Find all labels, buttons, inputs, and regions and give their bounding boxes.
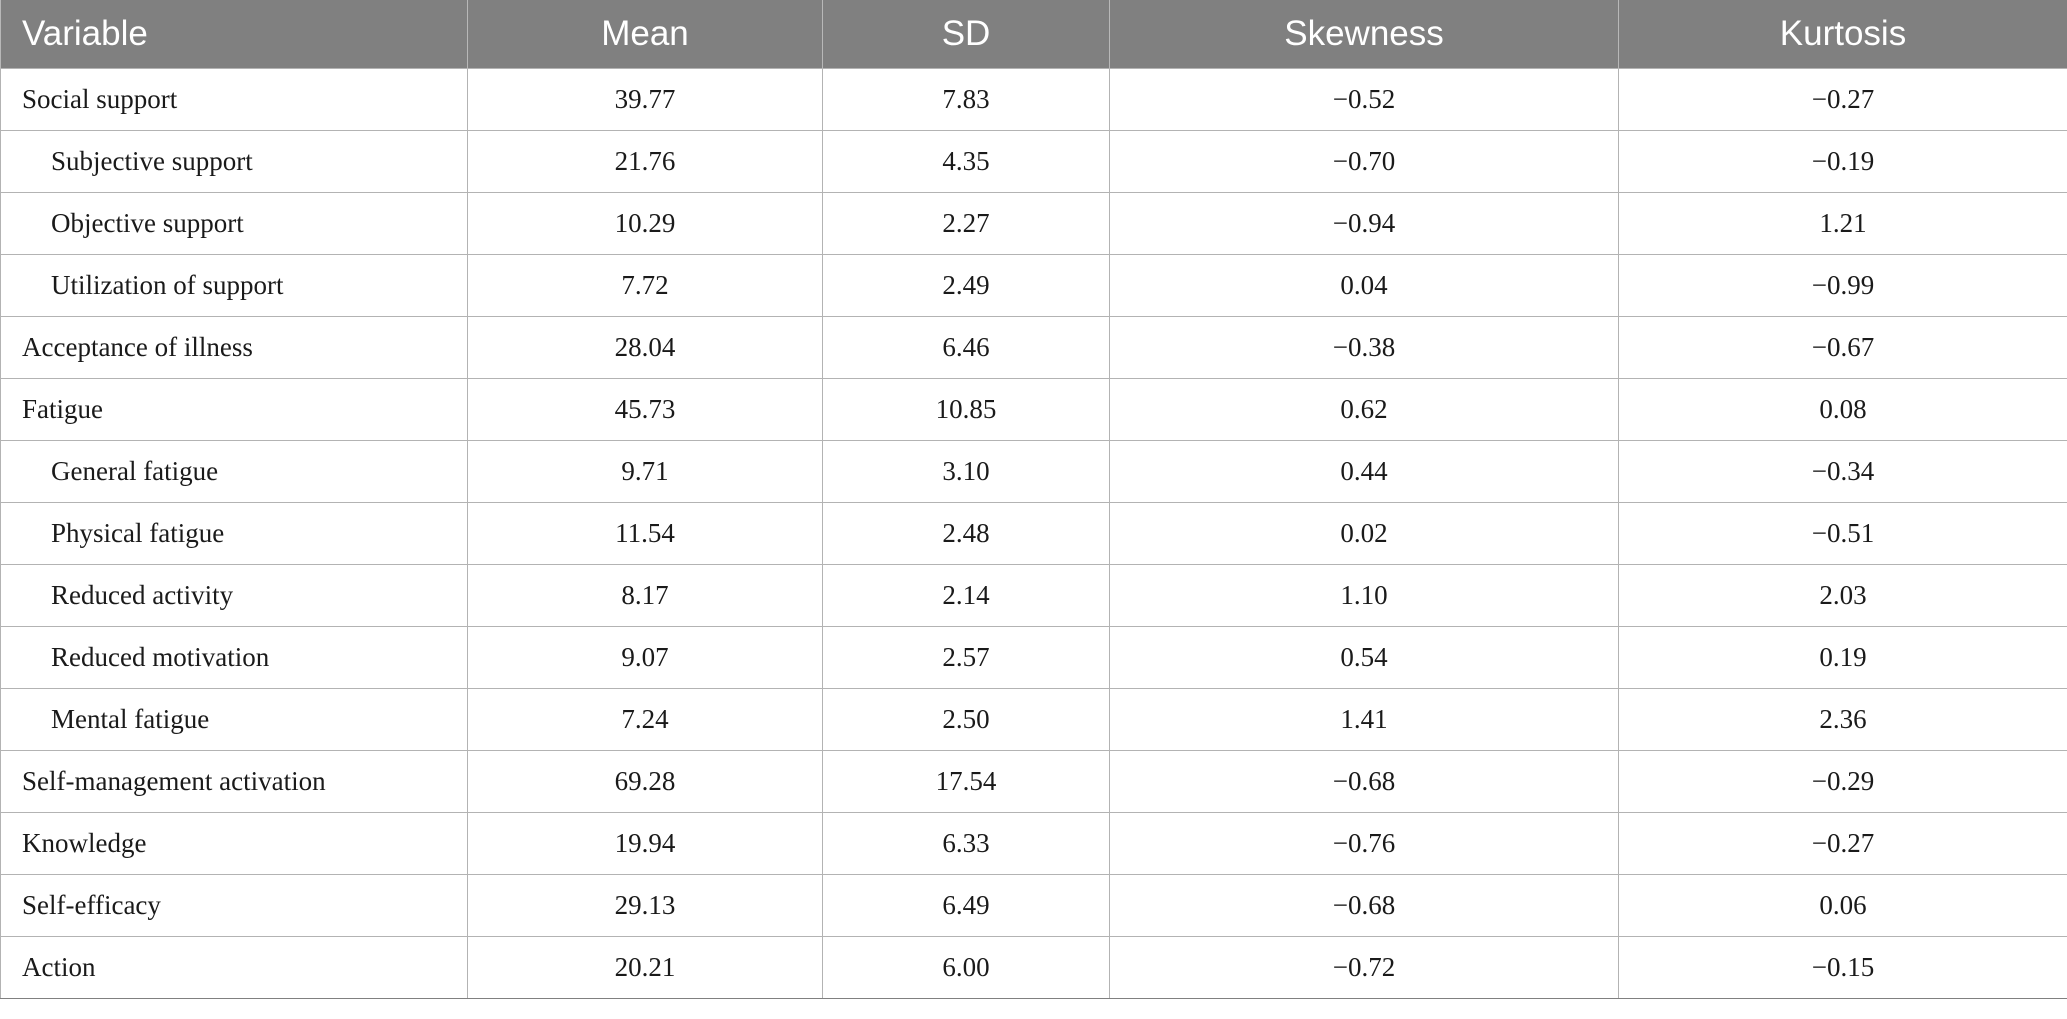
sd-cell: 6.49 bbox=[822, 874, 1110, 937]
variable-cell: Knowledge bbox=[0, 812, 468, 875]
table-row: Mental fatigue 7.24 2.50 1.41 2.36 bbox=[0, 688, 2067, 751]
table-row: Physical fatigue 11.54 2.48 0.02 −0.51 bbox=[0, 502, 2067, 565]
kurtosis-cell: −0.27 bbox=[1618, 812, 2067, 875]
sd-cell: 2.27 bbox=[822, 192, 1110, 255]
kurtosis-cell: 0.19 bbox=[1618, 626, 2067, 689]
table-row: Objective support 10.29 2.27 −0.94 1.21 bbox=[0, 192, 2067, 255]
kurtosis-cell: −0.27 bbox=[1618, 68, 2067, 131]
variable-cell: Action bbox=[0, 936, 468, 999]
table-row: Knowledge 19.94 6.33 −0.76 −0.27 bbox=[0, 812, 2067, 875]
kurtosis-cell: −0.51 bbox=[1618, 502, 2067, 565]
mean-cell: 10.29 bbox=[467, 192, 823, 255]
table-body: Social support 39.77 7.83 −0.52 −0.27 Subject… bbox=[0, 68, 2067, 999]
skewness-cell: 0.62 bbox=[1109, 378, 1619, 441]
column-header-mean: Mean bbox=[467, 0, 823, 69]
sd-cell: 2.49 bbox=[822, 254, 1110, 317]
skewness-cell: −0.68 bbox=[1109, 750, 1619, 813]
mean-cell: 8.17 bbox=[467, 564, 823, 627]
table-row: Acceptance of illness 28.04 6.46 −0.38 −0.67 bbox=[0, 316, 2067, 379]
skewness-cell: −0.70 bbox=[1109, 130, 1619, 193]
skewness-cell: −0.72 bbox=[1109, 936, 1619, 999]
mean-cell: 29.13 bbox=[467, 874, 823, 937]
variable-cell: Self-management activation bbox=[0, 750, 468, 813]
skewness-cell: 0.02 bbox=[1109, 502, 1619, 565]
skewness-cell: 0.04 bbox=[1109, 254, 1619, 317]
kurtosis-cell: −0.67 bbox=[1618, 316, 2067, 379]
kurtosis-cell: −0.34 bbox=[1618, 440, 2067, 503]
skewness-cell: 1.41 bbox=[1109, 688, 1619, 751]
sd-cell: 2.14 bbox=[822, 564, 1110, 627]
kurtosis-cell: 1.21 bbox=[1618, 192, 2067, 255]
table-row: General fatigue 9.71 3.10 0.44 −0.34 bbox=[0, 440, 2067, 503]
mean-cell: 45.73 bbox=[467, 378, 823, 441]
variable-cell: Physical fatigue bbox=[0, 502, 468, 565]
skewness-cell: 0.54 bbox=[1109, 626, 1619, 689]
table-row: Utilization of support 7.72 2.49 0.04 −0.99 bbox=[0, 254, 2067, 317]
mean-cell: 9.07 bbox=[467, 626, 823, 689]
sd-cell: 4.35 bbox=[822, 130, 1110, 193]
mean-cell: 7.72 bbox=[467, 254, 823, 317]
sd-cell: 3.10 bbox=[822, 440, 1110, 503]
sd-cell: 2.50 bbox=[822, 688, 1110, 751]
variable-cell: Acceptance of illness bbox=[0, 316, 468, 379]
table-row: Reduced motivation 9.07 2.57 0.54 0.19 bbox=[0, 626, 2067, 689]
table-row: Self-efficacy 29.13 6.49 −0.68 0.06 bbox=[0, 874, 2067, 937]
kurtosis-cell: −0.19 bbox=[1618, 130, 2067, 193]
table-row: Fatigue 45.73 10.85 0.62 0.08 bbox=[0, 378, 2067, 441]
table-row: Action 20.21 6.00 −0.72 −0.15 bbox=[0, 936, 2067, 999]
skewness-cell: 1.10 bbox=[1109, 564, 1619, 627]
variable-cell: Utilization of support bbox=[0, 254, 468, 317]
kurtosis-cell: −0.29 bbox=[1618, 750, 2067, 813]
skewness-cell: −0.94 bbox=[1109, 192, 1619, 255]
table-header: Variable Mean SD Skewness Kurtosis bbox=[0, 0, 2067, 69]
variable-cell: Subjective support bbox=[0, 130, 468, 193]
kurtosis-cell: 2.03 bbox=[1618, 564, 2067, 627]
mean-cell: 21.76 bbox=[467, 130, 823, 193]
sd-cell: 2.57 bbox=[822, 626, 1110, 689]
variable-cell: Mental fatigue bbox=[0, 688, 468, 751]
skewness-cell: 0.44 bbox=[1109, 440, 1619, 503]
sd-cell: 17.54 bbox=[822, 750, 1110, 813]
column-header-sd: SD bbox=[822, 0, 1110, 69]
mean-cell: 7.24 bbox=[467, 688, 823, 751]
sd-cell: 7.83 bbox=[822, 68, 1110, 131]
mean-cell: 20.21 bbox=[467, 936, 823, 999]
column-header-skewness: Skewness bbox=[1109, 0, 1619, 69]
mean-cell: 11.54 bbox=[467, 502, 823, 565]
sd-cell: 6.33 bbox=[822, 812, 1110, 875]
table-row: Reduced activity 8.17 2.14 1.10 2.03 bbox=[0, 564, 2067, 627]
kurtosis-cell: 2.36 bbox=[1618, 688, 2067, 751]
variable-cell: Social support bbox=[0, 68, 468, 131]
kurtosis-cell: −0.99 bbox=[1618, 254, 2067, 317]
kurtosis-cell: 0.06 bbox=[1618, 874, 2067, 937]
sd-cell: 6.46 bbox=[822, 316, 1110, 379]
table-row: Social support 39.77 7.83 −0.52 −0.27 bbox=[0, 68, 2067, 131]
table-row: Subjective support 21.76 4.35 −0.70 −0.19 bbox=[0, 130, 2067, 193]
mean-cell: 69.28 bbox=[467, 750, 823, 813]
header-row: Variable Mean SD Skewness Kurtosis bbox=[0, 0, 2067, 69]
variable-cell: Reduced motivation bbox=[0, 626, 468, 689]
kurtosis-cell: −0.15 bbox=[1618, 936, 2067, 999]
column-header-variable: Variable bbox=[0, 0, 468, 69]
sd-cell: 6.00 bbox=[822, 936, 1110, 999]
mean-cell: 9.71 bbox=[467, 440, 823, 503]
column-header-kurtosis: Kurtosis bbox=[1618, 0, 2067, 69]
mean-cell: 39.77 bbox=[467, 68, 823, 131]
mean-cell: 28.04 bbox=[467, 316, 823, 379]
skewness-cell: −0.52 bbox=[1109, 68, 1619, 131]
variable-cell: Objective support bbox=[0, 192, 468, 255]
sd-cell: 2.48 bbox=[822, 502, 1110, 565]
skewness-cell: −0.68 bbox=[1109, 874, 1619, 937]
variable-cell: Self-efficacy bbox=[0, 874, 468, 937]
variable-cell: Reduced activity bbox=[0, 564, 468, 627]
sd-cell: 10.85 bbox=[822, 378, 1110, 441]
table-row: Self-management activation 69.28 17.54 −0.6… bbox=[0, 750, 2067, 813]
skewness-cell: −0.76 bbox=[1109, 812, 1619, 875]
kurtosis-cell: 0.08 bbox=[1618, 378, 2067, 441]
mean-cell: 19.94 bbox=[467, 812, 823, 875]
skewness-cell: −0.38 bbox=[1109, 316, 1619, 379]
variable-cell: General fatigue bbox=[0, 440, 468, 503]
variable-cell: Fatigue bbox=[0, 378, 468, 441]
